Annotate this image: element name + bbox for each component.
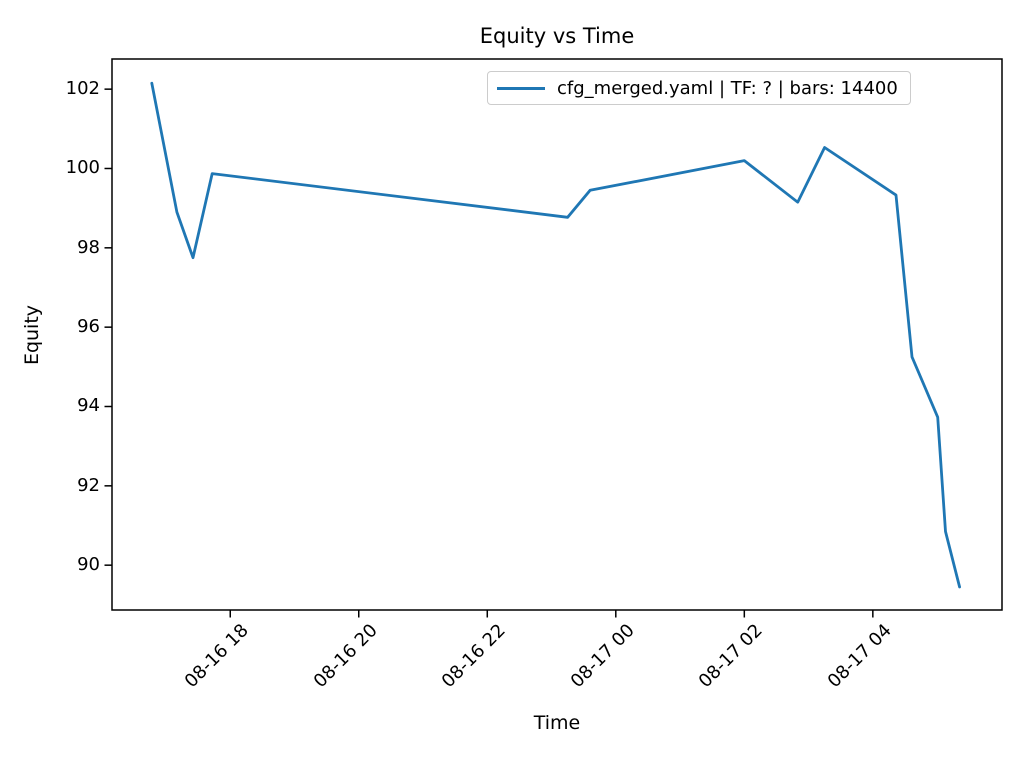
chart-title: Equity vs Time	[479, 24, 635, 48]
axes-spines	[111, 58, 1003, 611]
x-axis-label: Time	[533, 712, 581, 734]
legend-line-sample	[497, 86, 545, 90]
y-tick-label: 94	[77, 395, 100, 417]
legend: cfg_merged.yaml | TF: ? | bars: 14400	[487, 71, 911, 105]
legend-label: cfg_merged.yaml | TF: ? | bars: 14400	[557, 77, 898, 99]
y-tick-label: 98	[77, 236, 100, 258]
y-tick-label: 100	[65, 157, 100, 179]
equity-line	[150, 81, 961, 589]
y-tick-label: 92	[77, 474, 100, 496]
y-tick-label: 96	[77, 316, 100, 338]
y-tick-label: 102	[65, 78, 100, 100]
y-tick-label: 90	[77, 554, 100, 576]
